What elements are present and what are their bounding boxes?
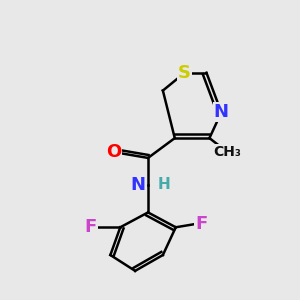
Text: S: S — [178, 64, 191, 82]
Text: N: N — [130, 176, 145, 194]
Text: O: O — [106, 143, 121, 161]
Text: F: F — [195, 215, 208, 233]
Text: N: N — [214, 103, 229, 122]
Text: F: F — [84, 218, 97, 236]
Text: CH₃: CH₃ — [213, 145, 241, 159]
Text: H: H — [158, 177, 171, 192]
